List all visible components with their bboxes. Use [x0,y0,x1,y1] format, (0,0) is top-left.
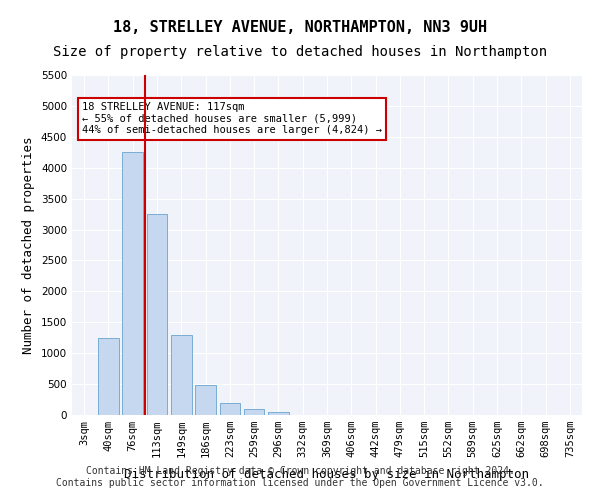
X-axis label: Distribution of detached houses by size in Northampton: Distribution of detached houses by size … [125,468,530,481]
Y-axis label: Number of detached properties: Number of detached properties [22,136,35,354]
Bar [171,334,191,415]
Bar [122,152,143,415]
Bar [195,384,216,415]
Bar [220,402,240,415]
Text: 18, STRELLEY AVENUE, NORTHAMPTON, NN3 9UH: 18, STRELLEY AVENUE, NORTHAMPTON, NN3 9U… [113,20,487,35]
Bar [98,338,119,415]
Text: Size of property relative to detached houses in Northampton: Size of property relative to detached ho… [53,45,547,59]
Text: Contains HM Land Registry data © Crown copyright and database right 2024.
Contai: Contains HM Land Registry data © Crown c… [56,466,544,487]
Bar [146,214,167,415]
Text: 18 STRELLEY AVENUE: 117sqm
← 55% of detached houses are smaller (5,999)
44% of s: 18 STRELLEY AVENUE: 117sqm ← 55% of deta… [82,102,382,136]
Bar [244,410,265,415]
Bar [268,412,289,415]
